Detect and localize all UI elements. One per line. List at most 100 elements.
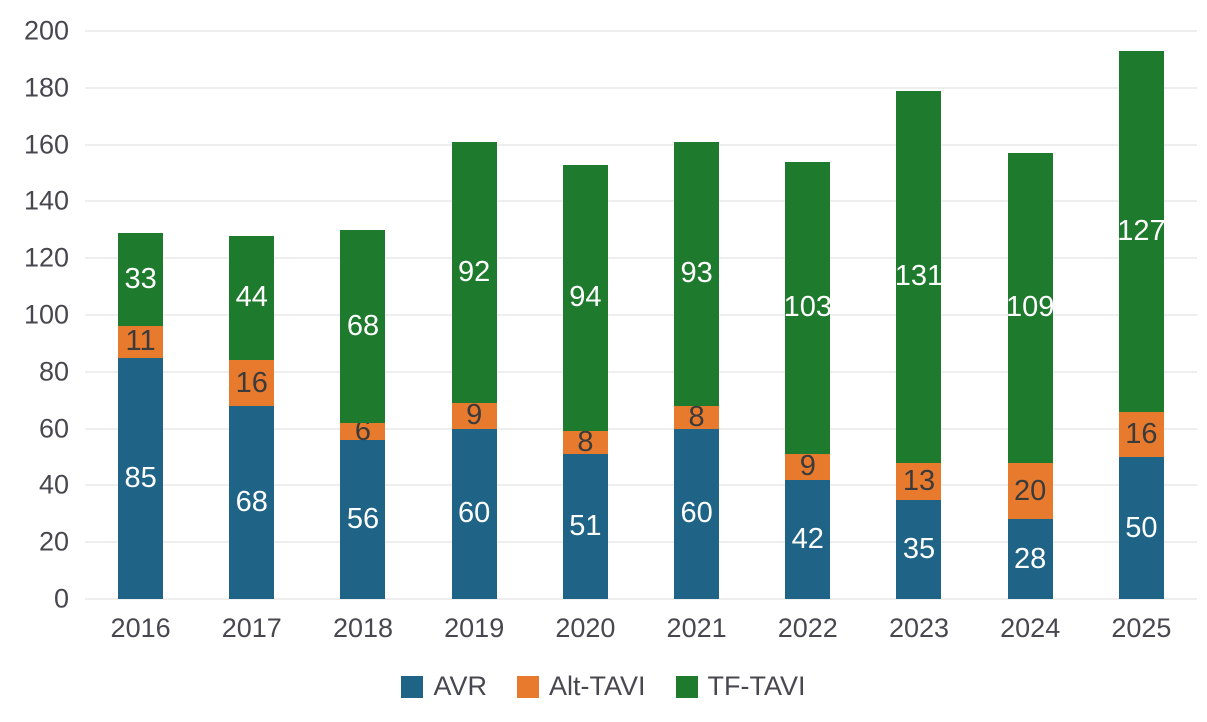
gridline <box>85 314 1197 316</box>
bar-segment-tf-tavi: 33 <box>118 232 164 327</box>
category-slot-2020: 51 8 94 2020 <box>530 31 641 642</box>
bar-2021: 60 8 93 <box>674 31 720 599</box>
bar-segment-avr: 60 <box>674 428 720 599</box>
legend-swatch-icon <box>517 675 539 698</box>
bar-segment-alt-tavi: 8 <box>674 400 720 433</box>
bar-value-label: 103 <box>783 291 832 324</box>
bar-value-label: 8 <box>688 400 705 433</box>
x-axis-tick-label: 2020 <box>555 613 616 643</box>
bar-value-label: 8 <box>577 426 594 459</box>
y-axis-tick-label: 0 <box>53 583 69 614</box>
bar-value-label: 16 <box>235 366 268 399</box>
y-axis-tick-label: 100 <box>23 299 69 330</box>
x-axis-tick-label: 2023 <box>888 613 950 643</box>
bar-value-label: 109 <box>1006 291 1055 324</box>
bar-value-label: 6 <box>354 414 372 447</box>
bar-segment-alt-tavi: 8 <box>562 426 608 459</box>
bar-2020: 51 8 94 <box>562 31 608 599</box>
bar-value-label: 13 <box>902 464 936 497</box>
category-slot-2021: 60 8 93 2021 <box>641 31 752 642</box>
category-slot-2025: 50 16 127 2025 <box>1086 31 1197 642</box>
legend-item-alt-tavi: Alt-TAVI <box>517 673 646 700</box>
legend-label: TF-TAVI <box>707 671 806 701</box>
category-slot-2022: 42 9 103 2022 <box>752 31 863 642</box>
y-axis-tick-label: 200 <box>23 15 69 46</box>
category-slot-2018: 56 6 68 2018 <box>307 31 418 642</box>
bar-segment-tf-tavi: 93 <box>674 141 720 406</box>
bar-segment-alt-tavi: 9 <box>451 399 497 432</box>
y-axis-tick-label: 60 <box>38 413 69 444</box>
bar-segment-alt-tavi: 16 <box>1118 411 1164 457</box>
gridline <box>85 30 1197 32</box>
gridline <box>85 257 1197 259</box>
bar-value-label: 60 <box>458 497 491 530</box>
legend-swatch-icon <box>401 675 424 698</box>
bar-2018: 56 6 68 <box>340 31 386 599</box>
bar-segment-tf-tavi: 44 <box>229 235 275 361</box>
legend-item-tf-tavi: TF-TAVI <box>675 671 806 701</box>
bar-segment-avr: 50 <box>1118 457 1164 599</box>
category-slot-2019: 60 9 92 2019 <box>419 31 530 642</box>
bar-value-label: 42 <box>791 522 824 555</box>
bar-segment-tf-tavi: 92 <box>451 141 497 404</box>
bar-2022: 42 9 103 <box>783 31 832 599</box>
bar-segment-alt-tavi: 13 <box>896 462 942 500</box>
bar-value-label: 51 <box>569 510 602 543</box>
y-axis-tick-label: 120 <box>23 242 69 273</box>
bar-value-label: 68 <box>346 309 380 342</box>
category-slot-2017: 68 16 44 2017 <box>196 31 307 642</box>
bar-segment-tf-tavi: 131 <box>895 90 943 463</box>
bar-value-label: 28 <box>1014 542 1047 575</box>
chart-legend: AVR Alt-TAVI TF-TAVI <box>0 673 1207 700</box>
bar-value-label: 9 <box>466 399 483 432</box>
gridline <box>85 541 1197 543</box>
legend-label: AVR <box>433 671 487 701</box>
x-axis-tick-label: 2025 <box>1111 613 1172 643</box>
bar-segment-tf-tavi: 109 <box>1006 153 1055 463</box>
bar-segment-avr: 51 <box>562 454 608 599</box>
bar-2025: 50 16 127 <box>1117 31 1166 599</box>
gridline <box>85 144 1197 146</box>
y-axis-tick-label: 80 <box>38 356 69 387</box>
bar-2023: 35 13 131 <box>895 31 943 599</box>
plot-area: 0 20 40 60 80 100 120 140 160 180 200 85 11 33 2016 68 1… <box>24 17 1197 642</box>
gridline <box>85 371 1197 373</box>
legend-item-avr: AVR <box>401 673 487 700</box>
x-axis-tick-label: 2024 <box>1000 613 1061 643</box>
bar-value-label: 93 <box>680 257 713 290</box>
bar-segment-alt-tavi: 16 <box>229 360 275 406</box>
bar-segment-avr: 85 <box>118 357 164 599</box>
gridline <box>85 87 1197 89</box>
y-axis-tick-label: 20 <box>38 526 69 557</box>
x-axis-tick-label: 2018 <box>332 613 394 643</box>
y-axis-tick-label: 40 <box>38 469 69 500</box>
x-axis-tick-label: 2017 <box>221 613 282 643</box>
bar-value-label: 20 <box>1014 474 1047 507</box>
bar-value-label: 85 <box>124 461 157 494</box>
x-axis-tick-label: 2021 <box>666 613 727 643</box>
bar-segment-alt-tavi: 11 <box>118 325 164 358</box>
y-axis-tick-label: 140 <box>23 185 69 216</box>
category-slot-2023: 35 13 131 2023 <box>863 31 974 642</box>
bar-value-label: 68 <box>235 485 268 518</box>
bar-2019: 60 9 92 <box>451 31 497 599</box>
bar-value-label: 94 <box>569 281 602 314</box>
bar-segment-avr: 56 <box>340 439 386 599</box>
category-slot-2016: 85 11 33 2016 <box>85 31 196 642</box>
category-slot-2024: 28 20 109 2024 <box>975 31 1086 642</box>
bar-value-label: 16 <box>1125 417 1158 450</box>
bar-segment-avr: 60 <box>451 428 497 599</box>
legend-label: Alt-TAVI <box>549 671 646 701</box>
bar-value-label: 50 <box>1125 511 1158 544</box>
gridline <box>85 484 1197 486</box>
bar-2016: 85 11 33 <box>118 31 164 599</box>
x-axis-tick-label: 2022 <box>777 613 838 643</box>
bar-value-label: 11 <box>125 325 156 358</box>
bar-segment-alt-tavi: 20 <box>1007 462 1053 520</box>
bar-segment-tf-tavi: 103 <box>783 161 832 455</box>
bar-value-label: 35 <box>902 532 936 565</box>
bar-value-label: 92 <box>458 255 491 288</box>
bar-segment-tf-tavi: 94 <box>562 164 608 432</box>
gridline <box>85 598 1197 600</box>
